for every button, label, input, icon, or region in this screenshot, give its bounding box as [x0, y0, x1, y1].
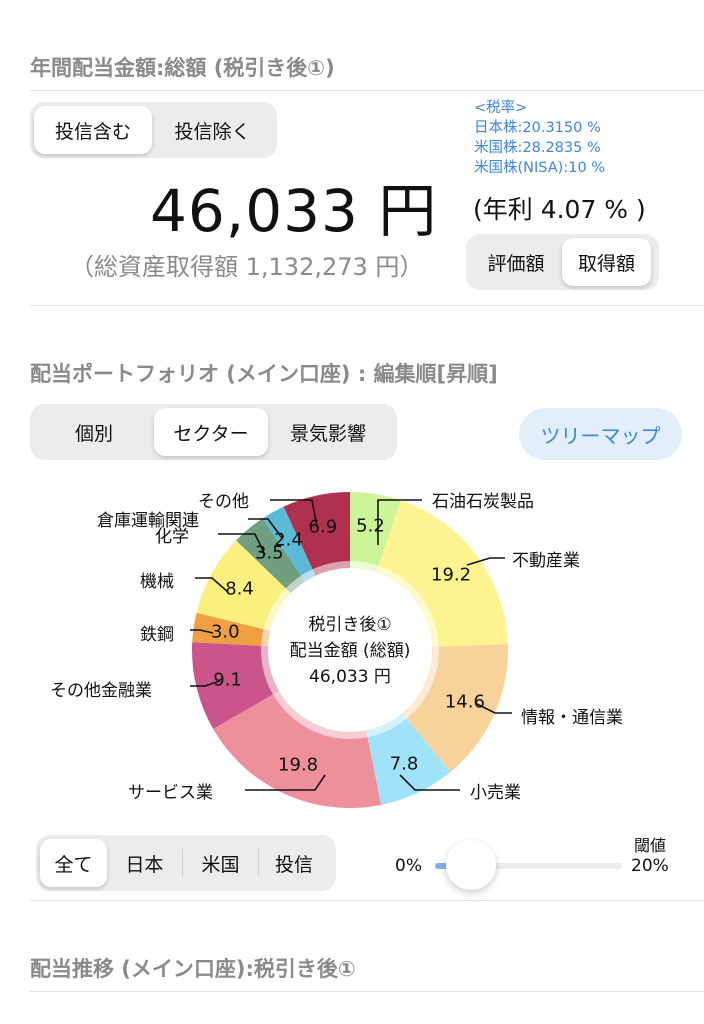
leader-line [248, 518, 283, 539]
fund-toggle: 投信含む 投信除く [30, 102, 277, 158]
center-line1: 税引き後① [308, 615, 392, 635]
divider [30, 900, 704, 901]
slice-value-label: 8.4 [225, 578, 254, 600]
center-line3: 46,033 円 [309, 667, 391, 687]
slice-category-label: 機械 [140, 572, 174, 592]
toggle-exclude-funds[interactable]: 投信除く [174, 120, 251, 143]
slice-value-label: 2.4 [274, 529, 303, 551]
annual-dividend-amount: 46,033 円 [150, 177, 438, 245]
donut-center-label: 税引き後① 配当金額 (総額) 46,033 円 [265, 612, 435, 690]
tab-japan[interactable]: 日本 [125, 853, 164, 876]
slice-category-label: その他 [198, 492, 249, 512]
donut-slice-6[interactable] [192, 612, 275, 647]
tax-rate-header: <税率> [474, 100, 528, 116]
slice-category-label: 小売業 [470, 783, 521, 803]
leader-line [190, 680, 221, 687]
slice-value-label: 9.1 [213, 669, 242, 691]
slider-thumb[interactable] [446, 840, 497, 890]
tax-rate-jp: 日本株:20.3150 % [474, 120, 601, 136]
tab-funds[interactable]: 投信 [274, 853, 313, 876]
slice-category-label: 不動産業 [512, 551, 580, 571]
leader-line [399, 774, 460, 791]
donut-slice-10[interactable] [283, 492, 350, 580]
divider [30, 991, 704, 992]
slice-value-label: 3.5 [254, 542, 284, 564]
leader-line [190, 629, 214, 634]
donut-slice-9[interactable] [262, 506, 318, 585]
threshold-min-label: 0% [395, 856, 422, 876]
leader-line [245, 774, 326, 791]
tab-individual[interactable]: 個別 [74, 422, 113, 445]
leader-line [270, 499, 318, 528]
region-tabs: 全て 日本 米国 投信 [36, 835, 336, 891]
tax-rate-us-nisa: 米国株(NISA):10 % [474, 160, 606, 176]
leader-line [466, 557, 505, 566]
donut-slice-0[interactable] [350, 492, 401, 577]
slice-value-label: 5.2 [356, 515, 385, 537]
separator [182, 848, 183, 878]
slice-category-label: 情報・通信業 [521, 708, 623, 728]
view-tabs: 個別 セクター 景気影響 [30, 404, 397, 460]
basis-toggle: 評価額 取得額 [466, 234, 659, 290]
slice-value-label: 14.6 [444, 691, 485, 713]
leader-line [474, 702, 512, 714]
center-line2: 配当金額 (総額) [289, 641, 411, 661]
slider-fill [435, 863, 457, 869]
annual-yield: (年利 4.07 % ) [473, 195, 646, 224]
slice-category-label: 化学 [155, 527, 189, 547]
section-title-annual-dividend: 年間配当金額:総額 (税引き後①) [30, 56, 335, 80]
leader-line [218, 533, 266, 556]
donut-slice-3[interactable] [365, 710, 451, 805]
slice-value-label: 3.0 [210, 621, 240, 643]
threshold-max-label: 20% [631, 856, 669, 876]
separator [258, 848, 259, 878]
slice-category-label: 石油石炭製品 [432, 492, 534, 512]
tax-rates: <税率> 日本株:20.3150 % 米国株:28.2835 % 米国株(NIS… [474, 98, 605, 178]
section-title-dividend-history: 配当推移 (メイン口座):税引き後① [30, 957, 356, 981]
divider [30, 90, 704, 91]
donut-slice-8[interactable] [236, 518, 307, 596]
toggle-include-funds[interactable]: 投信含む [34, 106, 152, 154]
donut-slice-4[interactable] [213, 689, 382, 808]
slice-category-label: その他金融業 [50, 681, 152, 701]
donut-slice-1[interactable] [375, 500, 508, 648]
toggle-acquisition-value[interactable]: 取得額 [562, 238, 651, 286]
tax-rate-us: 米国株:28.2835 % [474, 140, 601, 156]
donut-inner-ring [261, 561, 439, 739]
toggle-market-value[interactable]: 評価額 [487, 252, 545, 275]
slice-value-label: 6.9 [308, 516, 338, 538]
divider [30, 305, 704, 306]
slice-value-label: 19.2 [431, 564, 472, 586]
tab-economic-impact[interactable]: 景気影響 [289, 422, 366, 445]
tab-us[interactable]: 米国 [201, 853, 240, 876]
slice-value-label: 19.8 [278, 754, 319, 776]
acquisition-total: （総資産取得額 1,132,273 円） [70, 253, 424, 281]
section-title-portfolio: 配当ポートフォリオ (メイン口座) : 編集順[昇順] [30, 362, 498, 386]
threshold-slider[interactable] [435, 840, 622, 890]
leader-line [377, 499, 422, 545]
treemap-button[interactable]: ツリーマップ [519, 408, 682, 460]
threshold-label: 閾値 [634, 836, 667, 855]
leader-line [195, 577, 229, 593]
slice-category-label: 鉄鋼 [140, 625, 174, 645]
slice-value-label: 7.8 [389, 753, 419, 775]
slice-category-label: 倉庫運輸関連 [97, 511, 199, 531]
tab-all[interactable]: 全て [40, 839, 107, 887]
donut-slice-7[interactable] [196, 540, 294, 632]
donut-slice-5[interactable] [192, 642, 283, 729]
tab-sector[interactable]: セクター [154, 408, 268, 456]
sector-donut-chart [190, 492, 512, 808]
slice-category-label: サービス業 [128, 783, 213, 803]
